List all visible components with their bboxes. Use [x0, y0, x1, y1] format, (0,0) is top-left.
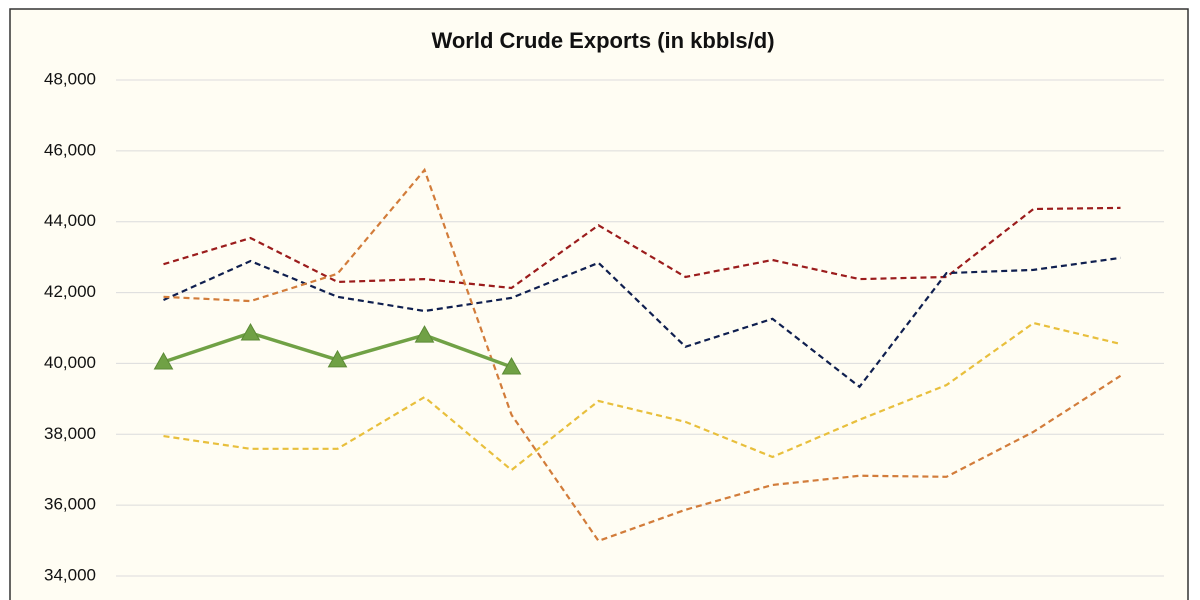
y-tick-label: 38,000: [44, 424, 96, 443]
point-marker: [501, 356, 522, 375]
point-marker: [414, 325, 435, 343]
point-marker: [327, 349, 348, 368]
chart-frame: [9, 8, 1189, 600]
point-marker: [153, 351, 174, 370]
y-tick-label: 42,000: [44, 282, 96, 301]
y-tick-label: 36,000: [44, 495, 96, 514]
series-line: [163, 167, 1122, 543]
point-marker: [240, 322, 261, 341]
series-line: [163, 256, 1121, 389]
series-line: [163, 206, 1121, 290]
y-tick-label: 44,000: [44, 211, 96, 230]
y-tick-label: 34,000: [44, 565, 96, 584]
y-tick-label: 48,000: [44, 69, 96, 88]
y-tick-label: 40,000: [44, 353, 96, 372]
y-tick-label: 46,000: [44, 140, 96, 159]
series-line: [163, 321, 1121, 472]
chart-title: World Crude Exports (in kbbls/d): [431, 28, 774, 53]
